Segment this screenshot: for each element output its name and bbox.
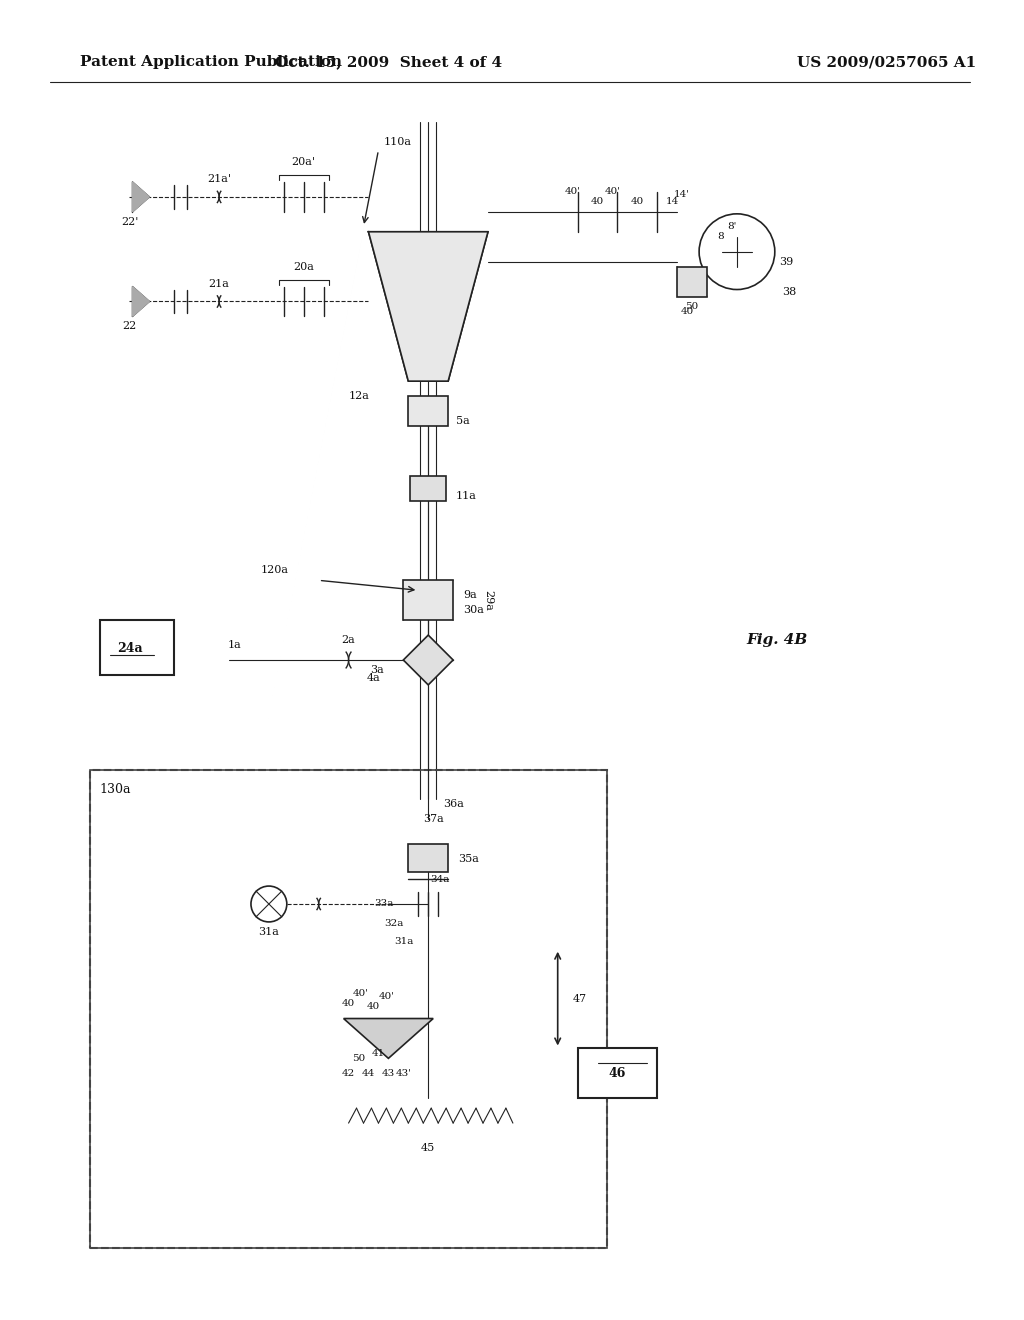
Text: 39: 39 [779,256,793,267]
Text: 38: 38 [781,286,796,297]
Text: 110a: 110a [383,137,412,147]
Text: 40: 40 [591,198,604,206]
Bar [403,581,454,620]
Text: 40': 40' [564,187,581,197]
Text: 5a: 5a [456,416,470,426]
Polygon shape [132,286,150,317]
Text: 12a: 12a [348,391,370,401]
Text: 9a: 9a [463,590,477,601]
Text: 41: 41 [372,1049,385,1057]
Text: 40: 40 [367,1002,380,1011]
Text: Oct. 15, 2009  Sheet 4 of 4: Oct. 15, 2009 Sheet 4 of 4 [274,55,502,70]
Text: 4a: 4a [367,673,380,682]
Polygon shape [132,182,150,211]
Text: 22': 22' [121,216,138,227]
Polygon shape [344,1019,433,1059]
Text: 30a: 30a [463,605,484,615]
Text: 40: 40 [631,198,644,206]
Text: 14': 14' [674,190,690,199]
Text: 3a: 3a [370,665,383,675]
Text: 11a: 11a [456,491,477,500]
Text: 40': 40' [352,989,369,998]
Text: 1a: 1a [227,640,241,649]
Text: 40': 40' [604,187,621,197]
Text: 40: 40 [342,999,355,1008]
Text: 22: 22 [122,321,136,331]
Text: 31a: 31a [258,927,280,937]
Text: 29a: 29a [483,590,493,611]
Bar [90,770,607,1247]
Text: 20a: 20a [293,261,314,272]
Bar [409,845,449,873]
Text: 8: 8 [717,232,724,242]
Text: 31a: 31a [394,937,414,946]
Text: 40': 40' [379,993,394,1001]
Bar [578,1048,657,1098]
Polygon shape [403,635,454,685]
Text: 36a: 36a [443,800,464,809]
Text: 34a: 34a [430,875,450,883]
Text: 35a: 35a [458,854,479,865]
Text: 50: 50 [685,302,698,312]
Text: 43': 43' [395,1069,412,1078]
Text: 42: 42 [342,1069,355,1078]
Text: 45: 45 [421,1143,435,1152]
Text: 2a: 2a [342,635,355,645]
Polygon shape [369,232,488,381]
Text: 33a: 33a [374,899,393,908]
Text: 50: 50 [352,1053,366,1063]
Text: Fig. 4B: Fig. 4B [746,634,807,647]
Text: 40: 40 [681,308,694,315]
Text: 14: 14 [666,198,679,206]
Bar [677,267,708,297]
Text: 20a': 20a' [292,157,315,168]
Text: 21a': 21a' [207,174,231,183]
Text: US 2009/0257065 A1: US 2009/0257065 A1 [797,55,976,70]
Text: 130a: 130a [99,783,131,796]
Text: 8': 8' [727,222,736,231]
Text: 24a: 24a [117,642,142,655]
Bar [409,396,449,426]
Text: 43: 43 [382,1069,395,1078]
Text: 46: 46 [608,1067,626,1080]
Bar [99,620,174,675]
Text: 37a: 37a [423,814,444,825]
Text: 21a: 21a [209,279,229,289]
Bar [411,475,446,500]
Text: 44: 44 [361,1069,375,1078]
Text: 32a: 32a [384,920,403,928]
Text: 120a: 120a [261,565,289,576]
Text: Patent Application Publication: Patent Application Publication [80,55,342,70]
Text: 47: 47 [572,994,587,1003]
